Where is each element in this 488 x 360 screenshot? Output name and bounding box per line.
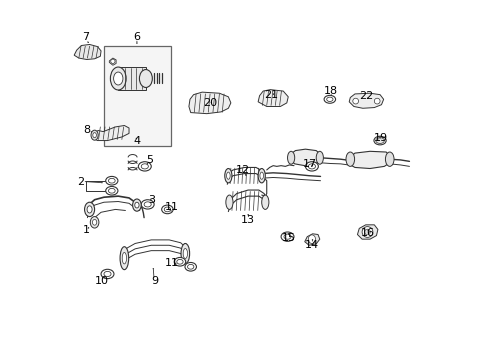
Polygon shape: [289, 149, 321, 166]
Ellipse shape: [258, 168, 265, 183]
Ellipse shape: [174, 257, 185, 266]
Ellipse shape: [92, 220, 97, 225]
Ellipse shape: [364, 229, 369, 235]
Text: 3: 3: [147, 195, 154, 205]
Polygon shape: [348, 151, 390, 168]
Text: 11: 11: [165, 258, 179, 268]
Text: 15: 15: [282, 233, 296, 243]
Text: 2: 2: [77, 177, 83, 187]
Polygon shape: [109, 58, 116, 65]
Ellipse shape: [138, 162, 151, 171]
Ellipse shape: [281, 232, 293, 241]
Text: 7: 7: [82, 32, 89, 41]
Bar: [104, 45, 171, 146]
Ellipse shape: [108, 188, 115, 193]
Ellipse shape: [177, 260, 183, 264]
Polygon shape: [348, 93, 383, 108]
Ellipse shape: [141, 200, 154, 209]
Text: 10: 10: [95, 276, 109, 286]
Polygon shape: [188, 92, 230, 114]
Ellipse shape: [326, 97, 332, 102]
Ellipse shape: [308, 235, 315, 243]
Ellipse shape: [113, 72, 122, 85]
Ellipse shape: [224, 168, 231, 183]
Text: 1: 1: [82, 225, 89, 235]
Ellipse shape: [101, 269, 114, 279]
Ellipse shape: [120, 247, 128, 270]
Ellipse shape: [90, 217, 99, 228]
Ellipse shape: [226, 172, 230, 179]
Ellipse shape: [308, 164, 315, 169]
Text: 11: 11: [165, 202, 179, 212]
Ellipse shape: [324, 95, 335, 103]
Text: 13: 13: [241, 215, 255, 225]
Ellipse shape: [376, 138, 383, 143]
Ellipse shape: [135, 202, 139, 208]
Text: 5: 5: [146, 155, 153, 165]
Ellipse shape: [93, 133, 96, 138]
Ellipse shape: [187, 264, 193, 269]
Ellipse shape: [284, 234, 290, 239]
Text: 22: 22: [359, 91, 373, 101]
Ellipse shape: [261, 195, 268, 210]
Ellipse shape: [181, 243, 189, 264]
Ellipse shape: [316, 151, 323, 164]
Ellipse shape: [139, 69, 152, 87]
Text: 21: 21: [264, 90, 278, 100]
Ellipse shape: [162, 205, 173, 214]
Ellipse shape: [287, 151, 294, 164]
Ellipse shape: [91, 130, 98, 140]
Ellipse shape: [141, 164, 148, 169]
Text: 9: 9: [151, 276, 158, 286]
Text: 16: 16: [361, 228, 374, 238]
Text: 4: 4: [133, 136, 140, 145]
Text: 14: 14: [304, 239, 318, 249]
Ellipse shape: [84, 202, 94, 217]
Ellipse shape: [108, 178, 115, 183]
Text: 6: 6: [133, 32, 140, 41]
Text: 18: 18: [324, 86, 338, 96]
Ellipse shape: [183, 248, 187, 258]
Ellipse shape: [164, 207, 170, 212]
Ellipse shape: [105, 176, 118, 185]
Polygon shape: [118, 67, 145, 90]
Ellipse shape: [104, 271, 111, 276]
Ellipse shape: [184, 262, 196, 271]
Ellipse shape: [373, 136, 386, 145]
Ellipse shape: [385, 152, 393, 166]
Ellipse shape: [305, 162, 318, 171]
Text: 8: 8: [83, 125, 90, 135]
Polygon shape: [304, 234, 319, 245]
Ellipse shape: [110, 67, 126, 90]
Ellipse shape: [105, 186, 118, 195]
Ellipse shape: [225, 195, 233, 210]
Ellipse shape: [110, 59, 115, 63]
Ellipse shape: [346, 152, 354, 166]
Ellipse shape: [87, 206, 92, 213]
Ellipse shape: [260, 172, 263, 179]
Text: 20: 20: [203, 98, 217, 108]
Text: 12: 12: [235, 165, 249, 175]
Ellipse shape: [144, 202, 151, 207]
Text: 19: 19: [373, 133, 387, 143]
Ellipse shape: [373, 98, 379, 104]
Ellipse shape: [122, 252, 126, 264]
Polygon shape: [357, 225, 377, 239]
Ellipse shape: [362, 226, 372, 237]
Ellipse shape: [132, 199, 141, 211]
Polygon shape: [92, 126, 129, 140]
Polygon shape: [74, 44, 101, 59]
Polygon shape: [258, 90, 287, 107]
Ellipse shape: [352, 98, 358, 104]
Text: 17: 17: [302, 159, 316, 169]
Ellipse shape: [375, 138, 384, 143]
